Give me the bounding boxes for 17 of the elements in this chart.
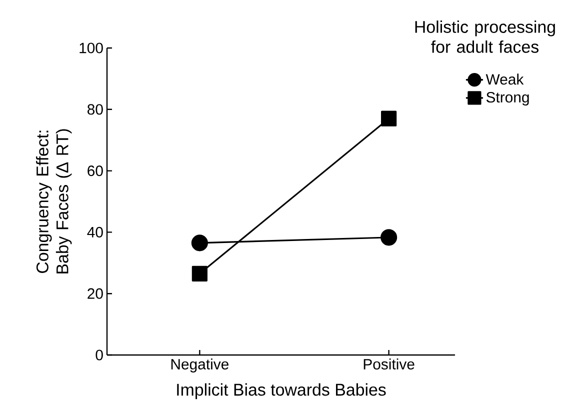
y-tick-label: 100 [80,42,103,54]
y-tick-label: 60 [88,166,103,176]
y-tick-label: 20 [88,288,103,299]
x-tick-label: Positive [364,358,414,370]
y-axis-title: Congruency Effect: Baby Faces (Δ RT) [36,129,72,274]
point [381,110,397,126]
point [191,234,208,252]
y-tick-label: 0 [96,350,103,360]
point [380,229,398,246]
x-tick-label: Negative [171,358,228,372]
y-tick-label: 80 [88,104,103,115]
y-tick-label: 40 [87,226,103,238]
legend-title: Holistic processing for adult faces [415,20,555,53]
point [192,266,208,282]
legend-label: Weak [486,74,524,85]
legend-label: Strong [486,92,529,106]
x-axis-title: Implicit Bias towards Babies [177,383,386,400]
